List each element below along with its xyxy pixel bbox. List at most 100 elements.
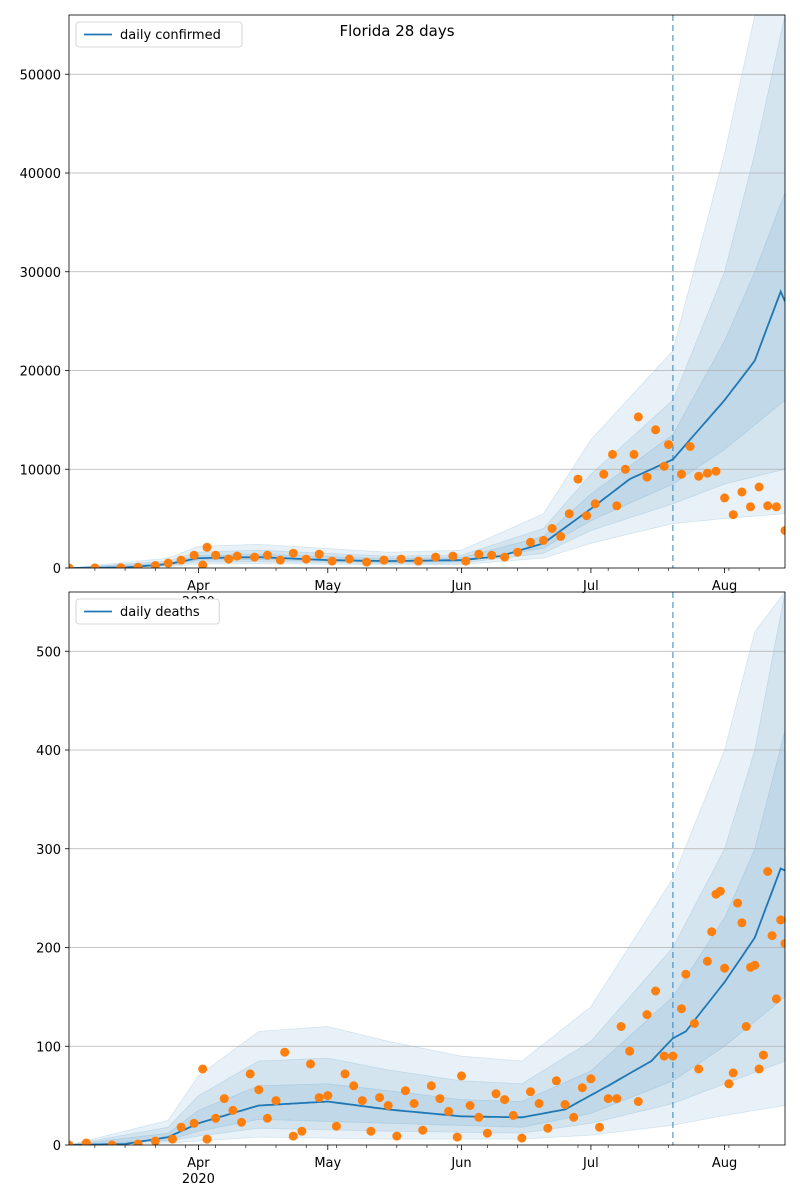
observed-point xyxy=(482,1128,492,1138)
observed-point xyxy=(254,1085,264,1095)
observed-point xyxy=(224,554,234,564)
observed-point xyxy=(448,551,458,561)
observed-point xyxy=(728,1068,738,1078)
observed-point xyxy=(659,461,669,471)
observed-point xyxy=(349,1081,359,1091)
observed-point xyxy=(474,549,484,559)
observed-point xyxy=(375,1093,385,1103)
median-line xyxy=(69,867,785,1145)
observed-point xyxy=(754,482,764,492)
observed-point xyxy=(603,1094,613,1104)
observed-point xyxy=(651,425,661,435)
observed-point xyxy=(245,1069,255,1079)
observed-point xyxy=(413,556,423,566)
observed-point xyxy=(711,466,721,476)
observed-point xyxy=(758,1050,768,1060)
observed-point xyxy=(629,449,639,459)
observed-point xyxy=(543,1123,553,1133)
observed-point xyxy=(771,502,781,512)
y-tick-label: 100 xyxy=(36,1040,61,1055)
observed-point xyxy=(651,986,661,996)
observed-point xyxy=(150,1136,160,1145)
y-tick-label: 0 xyxy=(53,1139,61,1154)
observed-point xyxy=(539,535,548,545)
x-tick-label: Jul xyxy=(582,1156,599,1171)
observed-point xyxy=(771,994,781,1004)
observed-point xyxy=(677,469,686,479)
observed-point xyxy=(357,1096,367,1106)
observed-point xyxy=(526,1087,535,1097)
observed-point xyxy=(250,552,259,562)
observed-point xyxy=(517,1133,527,1143)
x-tick-label: Aug xyxy=(712,1156,737,1171)
y-tick-label: 500 xyxy=(36,645,61,660)
uncertainty-band xyxy=(69,592,785,1145)
observed-point xyxy=(116,563,126,568)
observed-point xyxy=(612,501,622,511)
legend-box xyxy=(75,598,220,625)
observed-point xyxy=(262,550,272,560)
observed-point xyxy=(314,1093,324,1103)
observed-point xyxy=(763,867,773,876)
observed-point xyxy=(573,474,583,484)
observed-point xyxy=(461,556,471,566)
observed-point xyxy=(642,472,652,482)
observed-point xyxy=(633,412,643,422)
y-tick-label: 200 xyxy=(36,942,61,957)
observed-point xyxy=(340,1069,350,1079)
observed-point xyxy=(418,1125,428,1135)
observed-point xyxy=(301,554,311,564)
observed-point xyxy=(491,1089,501,1099)
observed-point xyxy=(189,550,199,560)
observed-point xyxy=(306,1059,315,1069)
uncertainty-band xyxy=(69,730,785,1145)
observed-point xyxy=(362,557,372,567)
observed-point xyxy=(271,1096,281,1106)
x-tick-label: Aug xyxy=(712,579,737,594)
x-tick-label: May xyxy=(314,579,341,594)
observed-point xyxy=(107,1140,117,1145)
observed-point xyxy=(733,898,743,908)
observed-point xyxy=(379,555,389,565)
legend-label: daily confirmed xyxy=(120,28,221,43)
observed-point xyxy=(69,563,74,568)
observed-point xyxy=(724,1079,734,1089)
observed-point xyxy=(746,502,755,512)
observed-point xyxy=(664,440,673,450)
observed-point xyxy=(228,1105,238,1115)
observed-point xyxy=(741,1022,751,1031)
observed-point xyxy=(586,1074,596,1084)
observed-point xyxy=(202,1134,212,1144)
x-year-label: 2020 xyxy=(182,1172,215,1187)
observed-point xyxy=(508,1110,518,1120)
observed-point xyxy=(198,560,208,568)
observed-point xyxy=(754,1064,764,1074)
observed-point xyxy=(262,1113,272,1123)
legend-label: daily deaths xyxy=(120,605,200,620)
observed-point xyxy=(780,526,785,535)
observed-point xyxy=(642,1010,652,1020)
observed-point xyxy=(728,510,738,520)
observed-point xyxy=(168,1134,177,1144)
observed-point xyxy=(513,547,523,557)
observed-point xyxy=(327,556,337,566)
uncertainty-band xyxy=(69,592,785,1145)
observed-point xyxy=(426,1081,436,1091)
y-tick-label: 300 xyxy=(36,843,61,858)
observed-point xyxy=(694,1064,704,1074)
observed-point xyxy=(633,1097,643,1106)
y-tick-label: 40000 xyxy=(20,167,61,182)
observed-point xyxy=(392,1131,402,1141)
observed-point xyxy=(280,1047,290,1057)
observed-point xyxy=(232,551,242,561)
observed-point xyxy=(685,442,695,451)
observed-point xyxy=(702,468,712,478)
y-tick-label: 0 xyxy=(53,562,61,577)
observed-point xyxy=(767,931,777,941)
observed-point xyxy=(150,561,160,568)
x-tick-label: Jun xyxy=(450,1156,471,1171)
observed-point xyxy=(595,1122,604,1132)
legend: daily confirmed xyxy=(75,21,243,48)
observed-point xyxy=(616,1022,626,1031)
observed-point xyxy=(620,464,630,474)
